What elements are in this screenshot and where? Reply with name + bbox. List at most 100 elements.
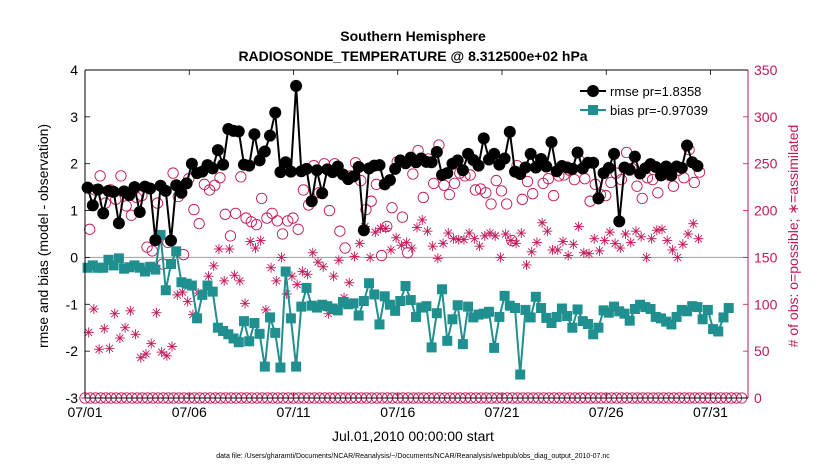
obs-assimilated-point <box>683 229 694 239</box>
obs-assimilated-point <box>328 271 339 282</box>
obs-assimilated-point <box>667 244 678 255</box>
rmse-point <box>290 79 303 92</box>
obs-possible-point <box>417 191 429 204</box>
rmse-point <box>300 162 313 175</box>
obs-assimilated-point <box>125 305 136 316</box>
bias-point <box>348 298 359 309</box>
rmse-point <box>175 186 188 199</box>
obs-assimilated-point <box>135 352 146 363</box>
obs-possible-point <box>276 228 289 240</box>
bias-point <box>640 302 651 313</box>
obs-assimilated-point <box>651 225 662 236</box>
bias-point <box>119 263 130 274</box>
obs-assimilated-point <box>365 252 376 263</box>
bias-point <box>311 302 322 313</box>
obs-assimilated-point <box>318 261 329 272</box>
obs-possible-point <box>652 187 664 199</box>
rmse-point <box>566 162 579 175</box>
bias-point <box>238 316 249 327</box>
rmse-point <box>587 156 600 169</box>
obs-assimilated-point <box>370 227 381 238</box>
bias-point <box>614 306 625 317</box>
bias-point <box>708 324 719 335</box>
obs-possible-point <box>480 187 492 199</box>
x-tick-label: 07/21 <box>484 404 519 420</box>
y-left-tick-label: 4 <box>70 62 78 78</box>
bias-point <box>343 299 354 310</box>
obs-assimilated-point <box>140 348 151 359</box>
obs-assimilated-point <box>469 233 480 244</box>
obs-assimilated-point <box>693 233 704 244</box>
bias-point <box>124 262 135 273</box>
obs-assimilated-point <box>677 239 688 250</box>
bias-point <box>530 291 541 302</box>
bias-point <box>431 308 442 319</box>
obs-assimilated-point <box>484 228 495 239</box>
obs-possible-point <box>84 223 96 235</box>
rmse-point <box>660 160 673 173</box>
obs-possible-point <box>193 218 205 230</box>
rmse-point <box>211 144 224 157</box>
bias-point <box>624 315 635 326</box>
bias-point <box>332 305 343 316</box>
obs-possible-point <box>256 192 268 205</box>
obs-assimilated-point <box>615 243 626 254</box>
bias-point <box>655 313 666 324</box>
rmse-point <box>269 106 282 119</box>
obs-assimilated-point <box>234 275 245 286</box>
bias-point <box>192 313 203 324</box>
obs-assimilated-point <box>281 288 292 299</box>
bias-point <box>536 303 547 314</box>
obs-assimilated-point <box>636 231 647 242</box>
obs-possible-point <box>167 167 179 179</box>
rmse-point <box>681 139 694 152</box>
rmse-point <box>488 147 501 160</box>
bias-point <box>541 312 552 323</box>
obs-possible-point <box>188 203 200 216</box>
rmse-point <box>279 156 292 169</box>
obs-assimilated-point <box>641 252 652 263</box>
x-tick-label: 07/06 <box>172 404 207 420</box>
rmse-point <box>654 169 667 182</box>
obs-possible-point <box>229 207 242 220</box>
rmse-point <box>258 145 271 158</box>
rmse-point <box>519 161 532 174</box>
rmse-point <box>613 215 626 228</box>
obs-possible-point <box>542 173 555 185</box>
rmse-point <box>691 160 704 173</box>
y-left-tick-label: 1 <box>70 203 78 219</box>
bias-point <box>577 316 588 327</box>
obs-assimilated-point <box>688 218 699 229</box>
bias-point <box>244 336 255 347</box>
bias-point <box>395 296 406 307</box>
obs-assimilated-point <box>240 298 251 309</box>
rmse-point <box>545 136 558 149</box>
bias-point <box>270 327 281 338</box>
obs-assimilated-point <box>495 252 506 263</box>
obs-possible-point <box>521 175 534 188</box>
obs-possible-point <box>386 202 398 214</box>
bias-point <box>223 329 234 340</box>
bias-point <box>463 301 474 312</box>
bias-point <box>713 326 724 337</box>
obs-possible-point <box>287 212 299 224</box>
obs-possible-point <box>396 211 409 223</box>
bias-point <box>682 306 693 317</box>
obs-assimilated-point <box>432 253 443 264</box>
bias-point <box>723 303 734 314</box>
obs-possible-point <box>407 168 419 180</box>
bias-point <box>374 319 385 330</box>
obs-assimilated-point <box>531 237 542 248</box>
obs-assimilated-point <box>625 237 636 248</box>
obs-assimilated-point <box>307 247 318 258</box>
obs-assimilated-point <box>573 221 584 232</box>
obs-assimilated-point <box>563 250 574 261</box>
rmse-point <box>133 205 146 218</box>
obs-assimilated-point <box>578 247 589 258</box>
obs-assimilated-point <box>526 246 537 257</box>
obs-assimilated-point <box>458 234 469 245</box>
y-right-tick-label: 300 <box>754 109 778 125</box>
obs-assimilated-point <box>167 341 178 352</box>
obs-assimilated-point <box>589 233 600 244</box>
obs-assimilated-point <box>302 269 313 280</box>
